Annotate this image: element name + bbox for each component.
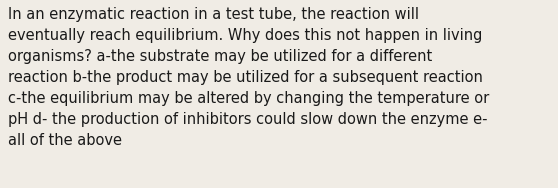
Text: In an enzymatic reaction in a test tube, the reaction will
eventually reach equi: In an enzymatic reaction in a test tube,… (8, 7, 489, 148)
